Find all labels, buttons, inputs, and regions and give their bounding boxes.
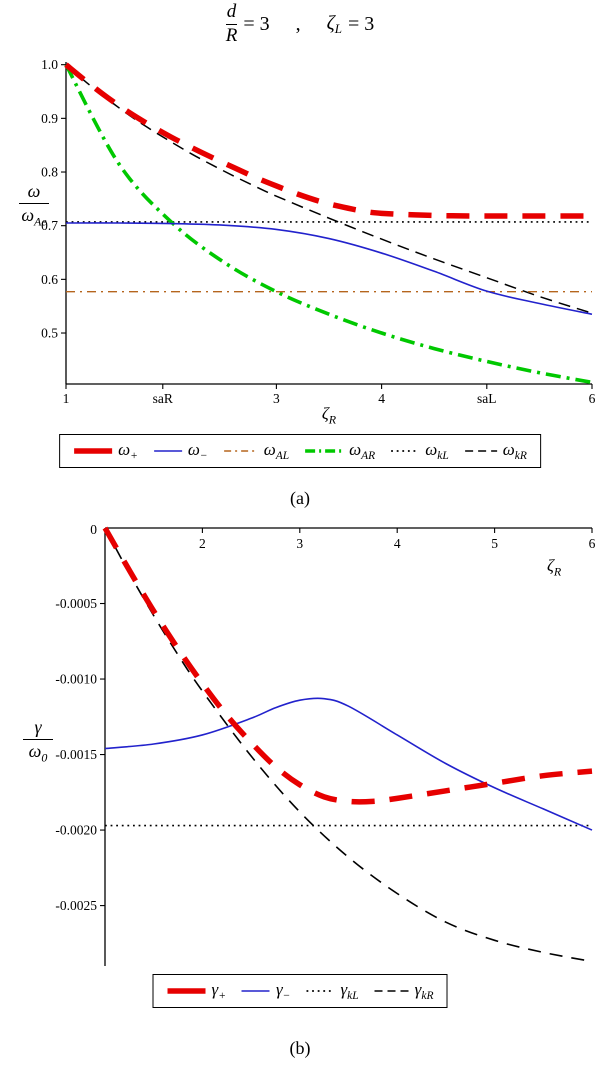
series-gamma-kR	[104, 527, 593, 963]
chart-b-legend: γ+ γ− γkL γkR	[152, 974, 448, 1008]
title-fraction: d R	[225, 1, 238, 46]
legend-item-omega-AR: ωAR	[304, 440, 375, 462]
legend-swatch-omega-AL	[223, 450, 258, 452]
chart-a: 1 saR 3 4 saL 6 0.5 0.6 0.7 0.8 0.9 1.0	[41, 57, 596, 406]
legend-item-gamma-kL: γkL	[305, 980, 359, 1002]
y-tick-label: -0.0025	[55, 898, 97, 913]
origin-label: 0	[90, 522, 97, 537]
chart-a-ylabel: ω ωAe	[8, 182, 60, 228]
x-tick-label: 6	[589, 536, 596, 551]
y-tick-label: -0.0015	[55, 747, 97, 762]
y-tick-label: -0.0020	[55, 823, 97, 838]
title-zeta-term: ζL	[327, 12, 342, 37]
title-zeta-sub: L	[334, 20, 342, 36]
y-tick-label: 1.0	[41, 57, 58, 72]
legend-label-gamma-kL: γkL	[340, 980, 359, 1002]
legend-swatch-gamma-minus	[241, 990, 270, 992]
x-tick-label: 3	[296, 536, 303, 551]
caption-a: (a)	[290, 488, 310, 508]
title-equals-1: = 3	[243, 12, 270, 35]
legend-label-omega-AR: ωAR	[349, 440, 376, 462]
legend-label-omega-kL: ωkL	[425, 440, 449, 462]
legend-item-gamma-minus: γ−	[241, 980, 290, 1002]
legend-label-gamma-plus: γ+	[211, 980, 226, 1002]
chart-b-ylabel-denominator: ω0	[28, 740, 48, 765]
legend-item-omega-AL: ωAL	[223, 440, 289, 462]
x-tick-label: 6	[589, 391, 596, 406]
y-tick-label: -0.0005	[55, 596, 97, 611]
legend-label-gamma-kR: γkR	[414, 980, 434, 1002]
chart-b-ylabel: γ ω0	[14, 718, 62, 764]
y-tick-label: 0.7	[41, 218, 58, 233]
series-omega-AR	[64, 63, 593, 385]
legend-swatch-omega-kL	[391, 450, 420, 452]
x-tick-label: 3	[273, 391, 280, 406]
legend-item-omega-minus: ω−	[153, 440, 208, 462]
legend-label-omega-minus: ω−	[187, 440, 208, 462]
legend-label-omega-AL: ωAL	[263, 440, 290, 462]
chart-b: 2 3 4 5 6 -0.0005 -0.0010 -0.0015 -0.0020 -0.0025…	[55, 522, 596, 966]
chart-a-legend: ω+ ω− ωAL ωAR ωkL ωkR	[59, 434, 541, 468]
title-fraction-denominator: R	[225, 24, 238, 46]
series-omega-minus	[65, 222, 593, 316]
legend-label-omega-kR: ωkR	[502, 440, 527, 462]
y-tick-label: -0.0010	[55, 672, 97, 687]
legend-item-omega-kR: ωkR	[464, 440, 527, 462]
x-tick-label: saL	[477, 391, 497, 406]
legend-swatch-gamma-kL	[306, 990, 335, 992]
series-gamma-plus	[102, 526, 593, 805]
y-tick-label: 0.9	[41, 111, 58, 126]
fraction-bar	[19, 202, 49, 204]
x-tick-label: 2	[199, 536, 206, 551]
fraction-bar	[225, 23, 238, 25]
legend-item-omega-plus: ω+	[73, 440, 138, 462]
x-tick-label: 1	[63, 391, 70, 406]
chart-b-ylabel-numerator: γ	[34, 717, 42, 737]
series-omega-plus	[64, 62, 592, 219]
chart-a-ylabel-numerator: ω	[27, 181, 41, 201]
legend-item-omega-kL: ωkL	[390, 440, 449, 462]
y-tick-label: 0.6	[41, 272, 58, 287]
chart-b-xlabel: ζR	[547, 556, 562, 579]
legend-swatch-gamma-kR	[374, 990, 409, 992]
title-fraction-numerator: d	[226, 1, 237, 22]
legend-label-gamma-minus: γ−	[275, 980, 291, 1002]
chart-a-ylabel-denominator: ωAe	[21, 204, 47, 229]
legend-swatch-omega-AR	[305, 449, 344, 453]
legend-swatch-omega-minus	[153, 450, 182, 452]
caption-b: (b)	[289, 1038, 311, 1058]
figure-title: d R = 3 , ζL = 3	[0, 1, 600, 46]
y-tick-label: 0.5	[41, 326, 58, 341]
fraction-bar	[23, 738, 53, 740]
series-omega-kR	[65, 64, 593, 314]
title-equals-2: = 3	[347, 12, 375, 35]
x-tick-label: saR	[153, 391, 173, 406]
x-tick-label: 5	[491, 536, 498, 551]
series-gamma-minus	[104, 697, 593, 831]
legend-label-omega-plus: ω+	[118, 440, 138, 462]
x-tick-label: 4	[378, 391, 385, 406]
legend-swatch-omega-kR	[464, 450, 497, 452]
legend-swatch-omega-plus	[74, 448, 113, 454]
legend-item-gamma-kR: γkR	[374, 980, 434, 1002]
title-comma: ,	[295, 12, 301, 35]
legend-item-gamma-plus: γ+	[167, 980, 226, 1002]
y-tick-label: 0.8	[41, 165, 58, 180]
title-zeta: ζ	[326, 11, 335, 34]
chart-a-xlabel: ζR	[321, 404, 337, 427]
x-tick-label: 4	[394, 536, 401, 551]
legend-swatch-gamma-plus	[167, 988, 206, 994]
